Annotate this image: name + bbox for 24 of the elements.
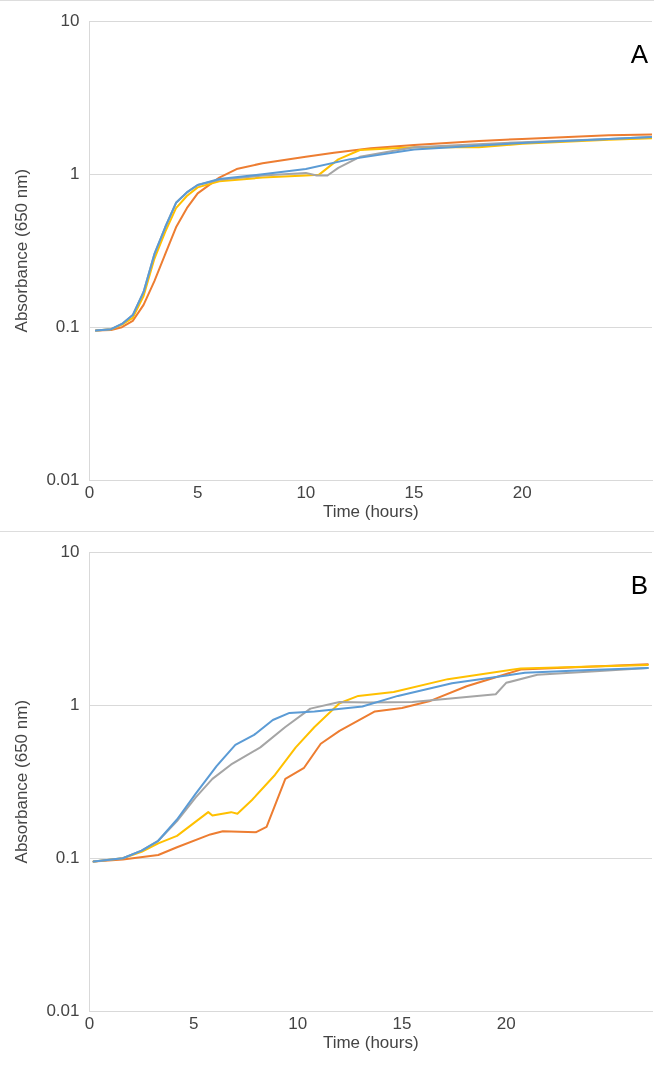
x-tick-label: 15 [404, 483, 424, 503]
x-tick-label: 15 [392, 1014, 412, 1034]
y-tick-label: 0.1 [55, 847, 80, 867]
x-axis-title: Time (hours) [322, 502, 419, 522]
y-tick-label: 1 [70, 163, 80, 183]
x-axis-title: Time (hours) [322, 1033, 419, 1053]
x-tick-label: 0 [84, 1014, 95, 1034]
x-tick-label: 20 [496, 1014, 516, 1034]
y-tick-label: 0.01 [46, 1000, 80, 1020]
y-tick-label: 10 [60, 541, 80, 561]
y-tick-label: 10 [60, 10, 80, 30]
x-tick-label: 5 [192, 483, 203, 503]
y-axis-title: Absorbance (650 nm) [11, 168, 31, 333]
annotation: B [630, 570, 648, 601]
annotation: A [630, 39, 649, 70]
x-tick-label: 10 [296, 483, 316, 503]
y-axis-title: Absorbance (650 nm) [11, 699, 31, 864]
y-tick-label: 0.01 [46, 469, 80, 489]
y-tick-label: 0.1 [55, 316, 80, 336]
x-tick-label: 5 [188, 1014, 199, 1034]
x-tick-label: 10 [288, 1014, 308, 1034]
y-tick-label: 1 [70, 694, 80, 714]
x-tick-label: 0 [84, 483, 95, 503]
x-tick-label: 20 [512, 483, 532, 503]
